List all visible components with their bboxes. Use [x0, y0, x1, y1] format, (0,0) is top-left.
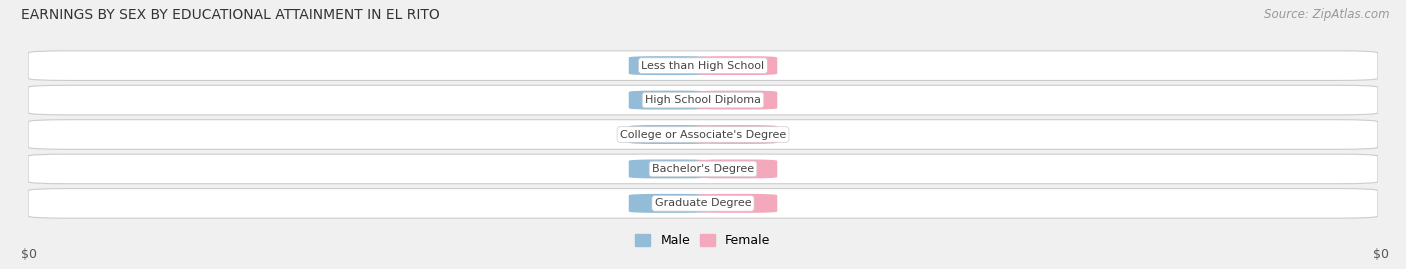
FancyBboxPatch shape [28, 51, 1378, 80]
FancyBboxPatch shape [628, 125, 710, 144]
FancyBboxPatch shape [696, 194, 778, 213]
Text: High School Diploma: High School Diploma [645, 95, 761, 105]
FancyBboxPatch shape [696, 125, 778, 144]
Text: Graduate Degree: Graduate Degree [655, 198, 751, 208]
Text: $0: $0 [730, 198, 744, 208]
Text: $0: $0 [730, 61, 744, 71]
FancyBboxPatch shape [628, 56, 710, 75]
Text: Less than High School: Less than High School [641, 61, 765, 71]
Text: $0: $0 [662, 95, 676, 105]
Legend: Male, Female: Male, Female [630, 229, 776, 252]
Text: Bachelor's Degree: Bachelor's Degree [652, 164, 754, 174]
FancyBboxPatch shape [628, 91, 710, 109]
Text: $0: $0 [730, 95, 744, 105]
FancyBboxPatch shape [28, 85, 1378, 115]
Text: $0: $0 [662, 129, 676, 140]
FancyBboxPatch shape [628, 160, 710, 178]
Text: $0: $0 [662, 164, 676, 174]
Text: $0: $0 [1374, 248, 1389, 261]
Text: EARNINGS BY SEX BY EDUCATIONAL ATTAINMENT IN EL RITO: EARNINGS BY SEX BY EDUCATIONAL ATTAINMEN… [21, 8, 440, 22]
FancyBboxPatch shape [696, 56, 778, 75]
FancyBboxPatch shape [696, 160, 778, 178]
Text: $0: $0 [21, 248, 37, 261]
Text: College or Associate's Degree: College or Associate's Degree [620, 129, 786, 140]
FancyBboxPatch shape [696, 91, 778, 109]
FancyBboxPatch shape [28, 154, 1378, 184]
Text: $0: $0 [662, 61, 676, 71]
Text: $0: $0 [730, 164, 744, 174]
Text: $0: $0 [662, 198, 676, 208]
FancyBboxPatch shape [28, 120, 1378, 149]
FancyBboxPatch shape [628, 194, 710, 213]
Text: Source: ZipAtlas.com: Source: ZipAtlas.com [1264, 8, 1389, 21]
Text: $0: $0 [730, 129, 744, 140]
FancyBboxPatch shape [28, 189, 1378, 218]
